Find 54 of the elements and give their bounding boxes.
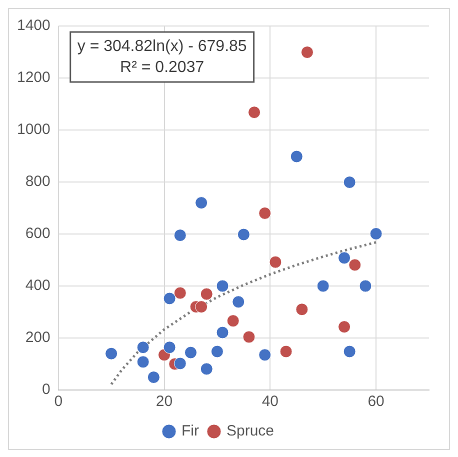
point [338, 252, 351, 264]
point [195, 196, 208, 210]
point [343, 176, 356, 189]
point [300, 46, 314, 59]
point [163, 341, 176, 354]
point [216, 280, 229, 292]
annotation: y = 304.82ln(x) - 679.85 [77, 38, 247, 55]
y-tick-label: 1400 [16, 17, 50, 34]
point [258, 348, 272, 362]
y-tick-label: 400 [25, 277, 50, 294]
point [258, 206, 272, 220]
y-tick-label: 200 [25, 329, 50, 346]
point [343, 345, 356, 358]
y-tick-label: 800 [25, 173, 50, 190]
point [174, 357, 186, 370]
point [237, 228, 250, 241]
y-tick-label: 600 [25, 225, 50, 242]
point [348, 258, 362, 272]
point [242, 330, 256, 344]
point [226, 314, 240, 328]
point [280, 345, 292, 358]
point [359, 280, 372, 292]
point [338, 320, 351, 334]
point [296, 303, 308, 316]
point [136, 341, 150, 354]
legend-label: Fir [181, 422, 199, 440]
line-series [110, 241, 378, 386]
point [200, 362, 213, 376]
point [210, 345, 224, 358]
x-tick-label: 0 [54, 393, 63, 410]
point [316, 280, 330, 292]
legend-label: Spruce [226, 422, 274, 440]
point [174, 229, 186, 242]
point [136, 356, 150, 368]
point [174, 286, 186, 300]
point [147, 371, 160, 384]
point [163, 292, 176, 305]
point [269, 256, 282, 268]
point [248, 106, 261, 119]
point [195, 300, 208, 314]
x-tick-label: 60 [368, 393, 384, 410]
y-tick-label: 1200 [16, 69, 50, 86]
point [290, 150, 303, 163]
x-tick-label: 40 [262, 393, 278, 410]
x-tick-label: 20 [156, 393, 173, 410]
point [200, 288, 213, 300]
point [232, 296, 245, 308]
point [105, 347, 118, 360]
point [184, 346, 197, 359]
point [216, 326, 229, 339]
y-tick-label: 1000 [16, 121, 50, 138]
y-tick-label: 0 [42, 381, 50, 398]
point [370, 227, 382, 240]
annotation: R² = 0.2037 [120, 58, 204, 76]
